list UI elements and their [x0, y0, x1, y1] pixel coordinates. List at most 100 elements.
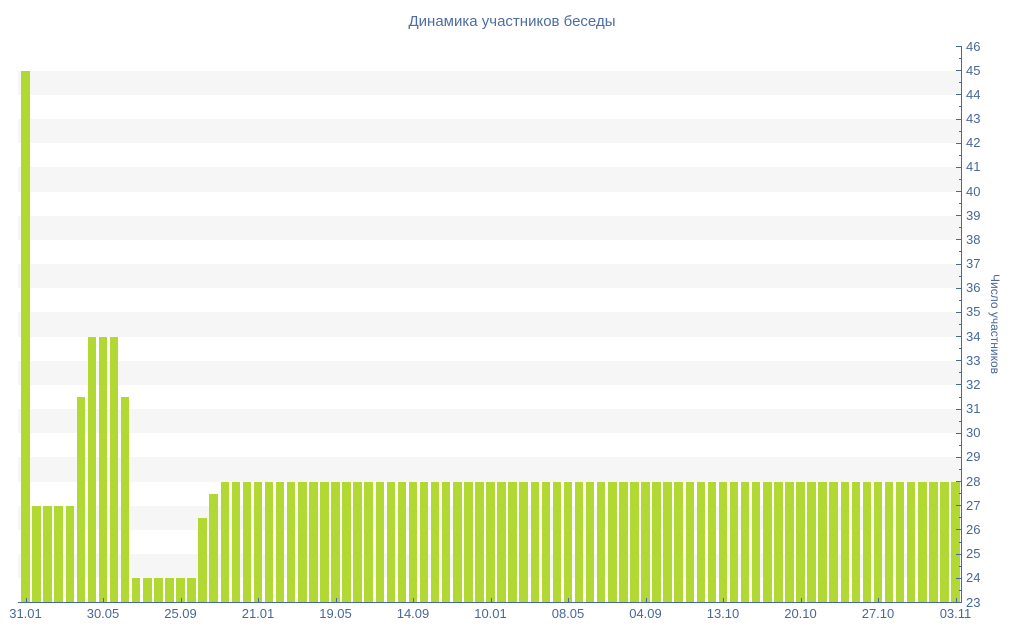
bar[interactable] [940, 481, 949, 603]
bar[interactable] [851, 481, 861, 603]
bar[interactable] [563, 481, 573, 603]
bar[interactable] [696, 481, 706, 603]
bar[interactable] [21, 70, 30, 603]
bar[interactable] [397, 481, 407, 603]
bar[interactable] [275, 481, 285, 603]
bar[interactable] [231, 481, 241, 603]
bar[interactable] [375, 481, 385, 603]
x-axis-tick [103, 598, 104, 602]
bar[interactable] [840, 481, 850, 603]
x-axis-tick [800, 598, 802, 602]
bar[interactable] [895, 481, 905, 603]
y-axis-tick-label: 42 [966, 135, 981, 151]
bar[interactable] [619, 481, 628, 603]
y-axis-tick-label: 24 [966, 570, 981, 586]
bar[interactable] [408, 481, 418, 603]
bar[interactable] [862, 481, 872, 603]
bar[interactable] [906, 481, 916, 603]
bar[interactable] [508, 481, 517, 603]
bar[interactable] [475, 481, 484, 603]
bar[interactable] [453, 481, 462, 603]
bar[interactable] [430, 481, 440, 603]
bar[interactable] [198, 517, 207, 603]
y-axis-minor-tick [959, 517, 962, 519]
bar[interactable] [663, 481, 672, 603]
bar[interactable] [353, 481, 362, 603]
bar[interactable] [807, 481, 816, 603]
bar[interactable] [464, 481, 473, 603]
bar[interactable] [729, 481, 739, 603]
bar[interactable] [342, 481, 351, 603]
bar[interactable] [751, 481, 761, 603]
bar[interactable] [596, 481, 606, 603]
y-axis-minor-tick [959, 565, 962, 567]
bar[interactable] [785, 481, 794, 603]
bar[interactable] [685, 481, 695, 603]
bar[interactable] [585, 481, 595, 603]
bar[interactable] [918, 481, 927, 603]
bar[interactable] [220, 481, 230, 603]
y-axis-tick [956, 384, 962, 386]
bar[interactable] [707, 481, 717, 603]
bar[interactable] [541, 481, 551, 603]
bar[interactable] [209, 493, 218, 603]
y-axis-tick [956, 481, 962, 483]
bar[interactable] [829, 481, 838, 603]
bar[interactable] [386, 481, 396, 603]
bar[interactable] [176, 578, 185, 603]
y-axis-tick-label: 37 [966, 256, 981, 272]
bar[interactable] [652, 481, 661, 603]
bar[interactable] [143, 578, 152, 603]
bar[interactable] [264, 481, 274, 603]
bar[interactable] [331, 481, 340, 603]
bar[interactable] [98, 336, 108, 603]
y-axis-tick-label: 28 [966, 473, 981, 489]
bar[interactable] [796, 481, 805, 603]
bar[interactable] [574, 481, 584, 603]
bar[interactable] [187, 578, 196, 603]
bar[interactable] [120, 397, 130, 603]
grid-stripe-band [18, 360, 962, 385]
bar[interactable] [740, 481, 750, 603]
y-axis-minor-tick [959, 396, 962, 398]
bar[interactable] [674, 481, 683, 603]
bar[interactable] [109, 336, 119, 603]
bar[interactable] [154, 578, 163, 603]
bar[interactable] [884, 481, 894, 603]
bar[interactable] [364, 481, 373, 603]
bar[interactable] [441, 481, 451, 603]
bar[interactable] [298, 481, 307, 603]
bar[interactable] [718, 481, 728, 603]
bar[interactable] [873, 481, 883, 603]
bar[interactable] [54, 505, 63, 603]
bar[interactable] [641, 481, 650, 603]
bar[interactable] [253, 481, 263, 603]
bar[interactable] [486, 481, 495, 603]
bar[interactable] [929, 481, 938, 603]
bar[interactable] [32, 505, 41, 603]
y-axis-tick-label: 23 [966, 594, 981, 610]
bar[interactable] [763, 481, 772, 603]
bar[interactable] [818, 481, 827, 603]
bar[interactable] [497, 481, 506, 603]
bar[interactable] [76, 397, 86, 603]
bar[interactable] [419, 481, 429, 603]
bar[interactable] [608, 481, 617, 603]
bar[interactable] [309, 481, 318, 603]
bar[interactable] [519, 481, 528, 603]
bar[interactable] [951, 481, 960, 603]
y-axis-minor-tick [959, 106, 962, 108]
bar[interactable] [131, 578, 141, 603]
bar[interactable] [43, 505, 52, 603]
bar[interactable] [87, 336, 97, 603]
bar[interactable] [286, 481, 296, 603]
bar[interactable] [530, 481, 540, 603]
bar[interactable] [242, 481, 252, 603]
bar[interactable] [65, 505, 75, 603]
bar[interactable] [774, 481, 783, 603]
x-axis-tick-label: 19.05 [319, 606, 352, 621]
bar[interactable] [630, 481, 639, 603]
bar[interactable] [165, 578, 174, 603]
bar[interactable] [552, 481, 562, 603]
bar[interactable] [320, 481, 329, 603]
